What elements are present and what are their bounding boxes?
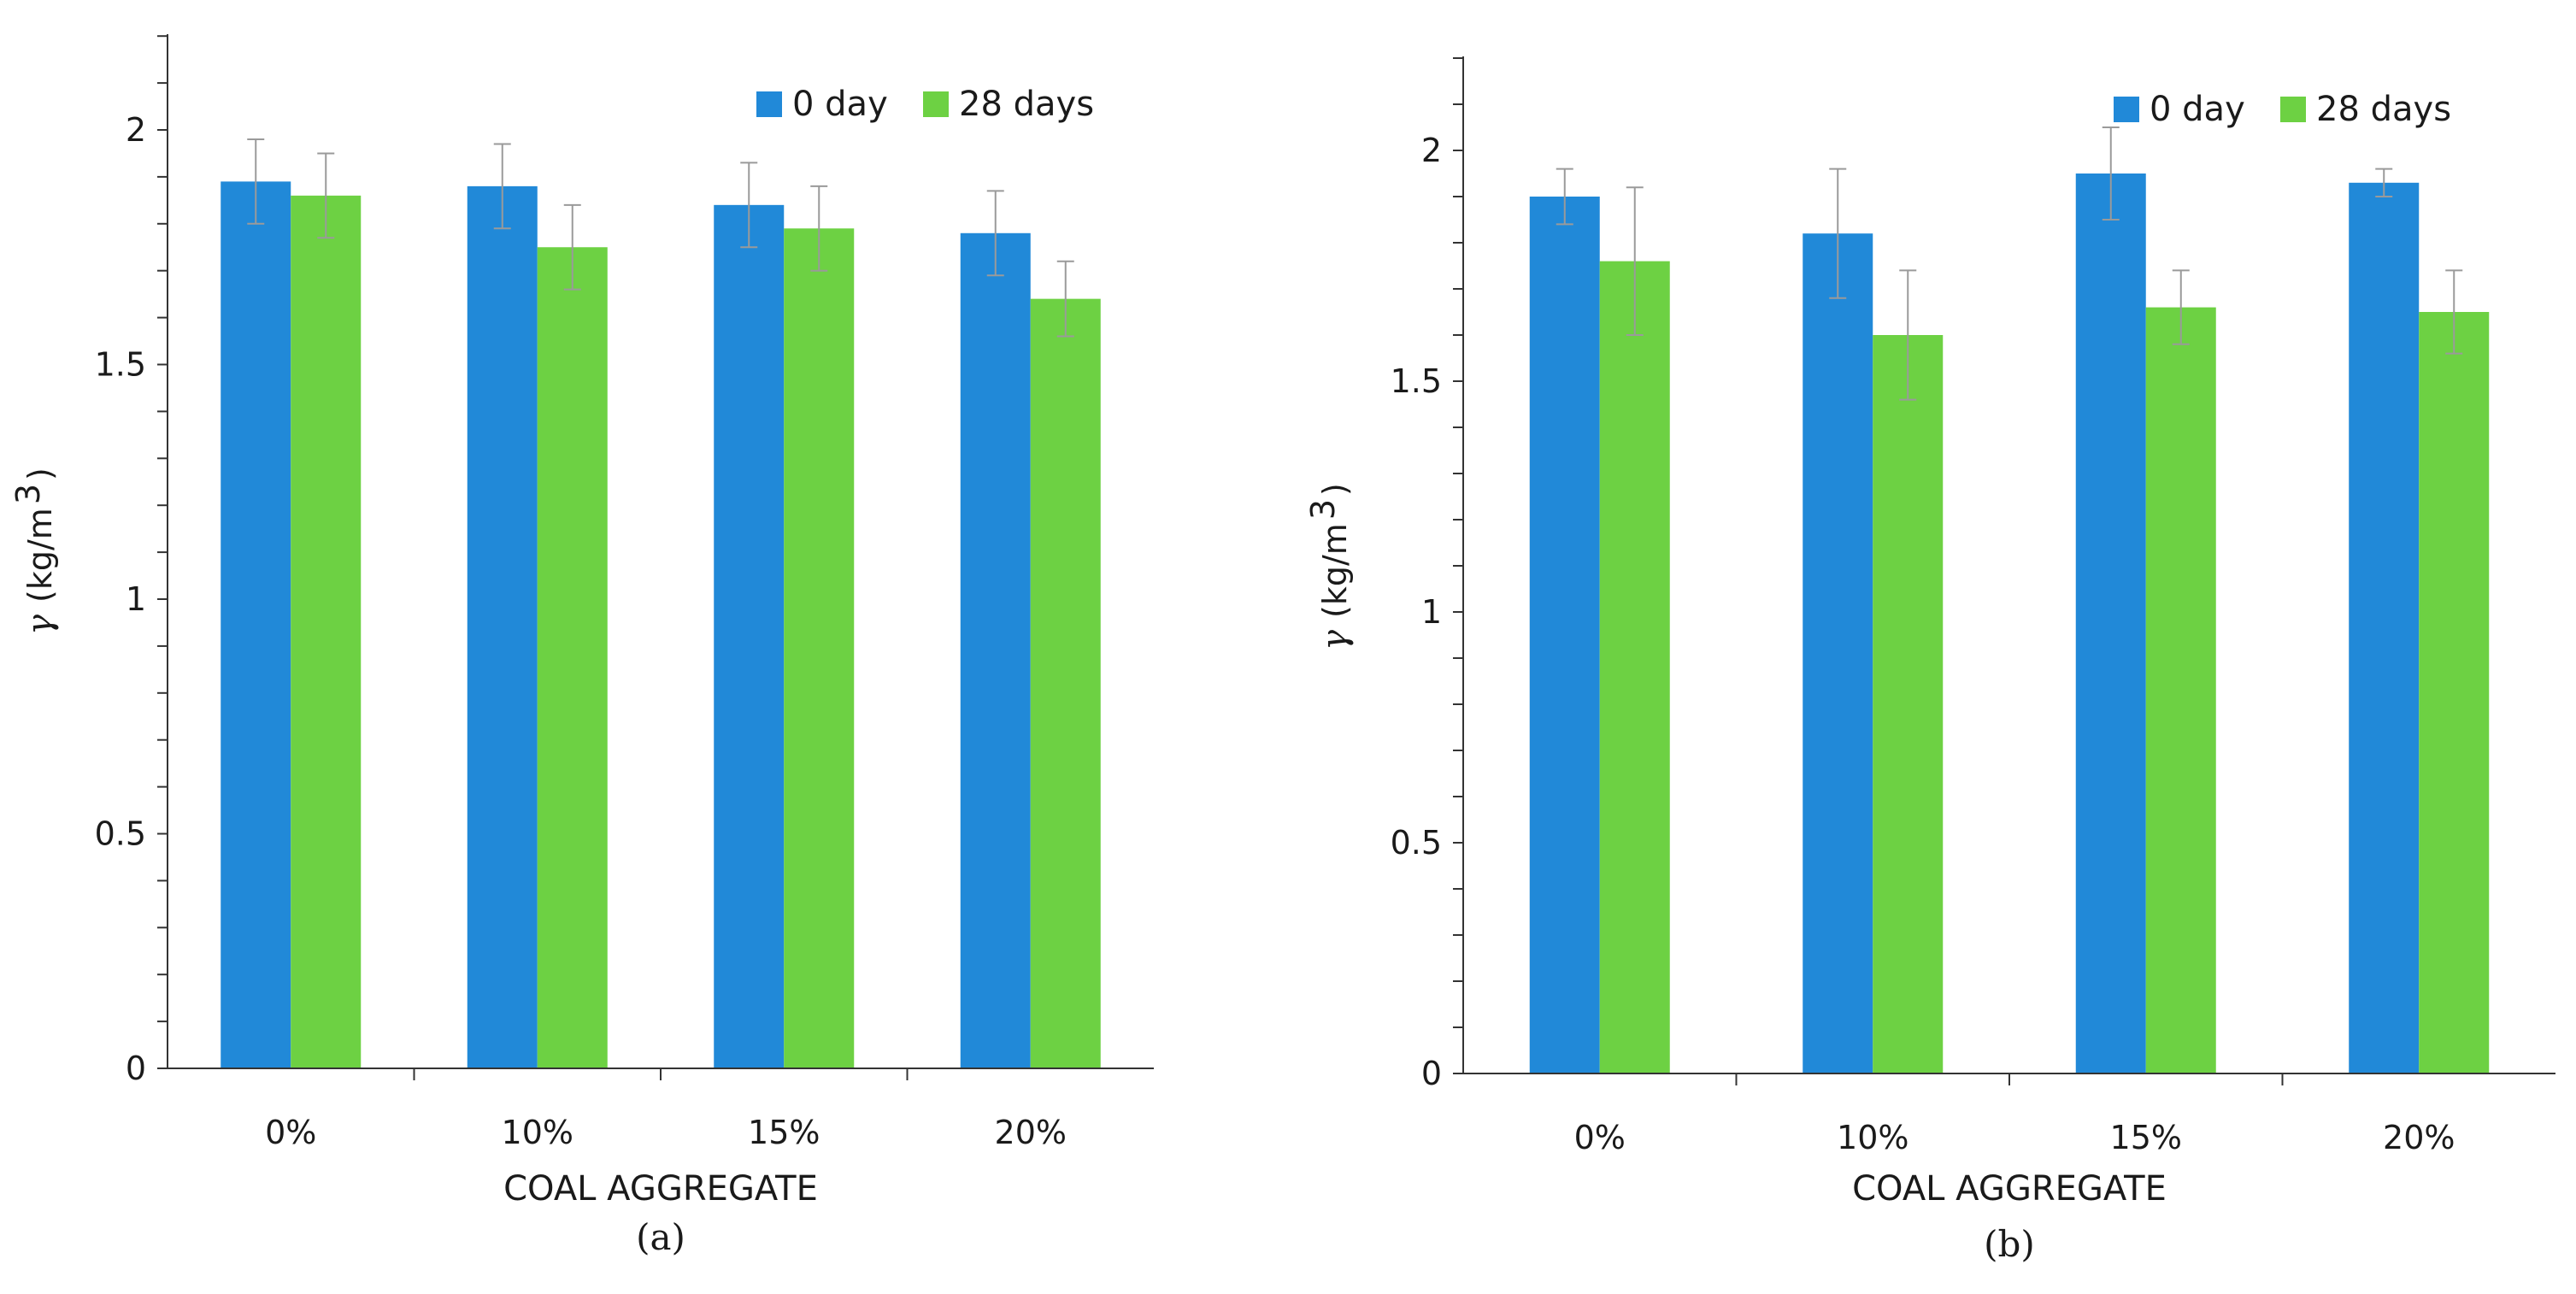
bar-0-day-20pct xyxy=(960,232,1031,1068)
bar-28-days-10pct xyxy=(537,247,608,1068)
y-tick-label: 0 xyxy=(126,1050,146,1087)
bar-28-days-15pct xyxy=(2145,307,2216,1074)
bar-0-day-15pct xyxy=(2075,174,2146,1073)
error-bar xyxy=(563,203,581,291)
bar-0-day-0pct xyxy=(1529,197,1600,1073)
bar-28-days-10pct xyxy=(1873,335,1944,1073)
legend-swatch-0-day xyxy=(756,91,782,117)
y-tick-label: 2 xyxy=(1421,132,1442,169)
y-axis-symbol: γ xyxy=(21,615,60,635)
legend-label-0-day: 0 day xyxy=(2150,90,2245,129)
bar-0-day-10pct xyxy=(467,185,538,1068)
bar-28-days-0pct xyxy=(1599,261,1670,1074)
y-tick-label: 2 xyxy=(126,111,146,149)
error-bar xyxy=(247,138,265,225)
legend-label-28-days: 28 days xyxy=(959,85,1094,124)
x-tick-label: 10% xyxy=(502,1114,573,1151)
error-bar xyxy=(2445,269,2463,355)
bar-28-days-20pct xyxy=(2419,312,2490,1073)
x-tick-label: 15% xyxy=(2110,1119,2182,1156)
legend-swatch-28-days xyxy=(923,91,949,117)
y-axis-title: γ (kg/m 3 ) xyxy=(1304,483,1355,650)
bar-0-day-0pct xyxy=(221,181,291,1068)
error-bars-group xyxy=(247,138,1074,338)
x-tick-label: 0% xyxy=(1574,1119,1626,1156)
error-bar xyxy=(1829,168,1847,299)
y-axis-symbol: γ xyxy=(1315,630,1355,650)
error-bar xyxy=(2172,269,2190,345)
y-axis-unit-close: ) xyxy=(1316,483,1354,496)
panel-label: (b) xyxy=(1984,1223,2035,1265)
chart-panel-a: 0 0.5 1 1.5 2 0% 10% 15% 20% 0 day 28 days COAL… xyxy=(9,34,1154,1258)
x-tick-label: 15% xyxy=(748,1114,820,1151)
legend-label-28-days: 28 days xyxy=(2316,90,2451,129)
y-axis-unit-superscript: 3 xyxy=(9,484,47,504)
y-axis-title: γ (kg/m 3 ) xyxy=(9,468,60,635)
error-bar xyxy=(1556,168,1573,226)
error-bar xyxy=(2102,126,2120,221)
legend-swatch-28-days xyxy=(2280,97,2306,122)
error-bar xyxy=(1899,269,1917,401)
y-tick-label: 0 xyxy=(1421,1055,1442,1092)
legend: 0 day 28 days xyxy=(756,85,1094,124)
x-tick-label: 0% xyxy=(265,1114,316,1151)
y-ticks-group: 0 0.5 1 1.5 2 xyxy=(95,35,168,1087)
error-bar xyxy=(1056,260,1074,338)
legend: 0 day 28 days xyxy=(2114,90,2451,129)
bars-group xyxy=(1529,174,2490,1074)
bar-28-days-15pct xyxy=(784,228,855,1068)
x-tick-label: 20% xyxy=(2383,1119,2455,1156)
bar-0-day-20pct xyxy=(2349,182,2420,1073)
x-tick-label: 10% xyxy=(1837,1119,1908,1156)
chart-panel-b: 0 0.5 1 1.5 2 0% 10% 15% 20% 0 day 28 days COAL… xyxy=(1304,56,2555,1265)
error-bars-group xyxy=(1556,126,2463,401)
error-bar xyxy=(2375,168,2393,197)
error-bar xyxy=(986,190,1004,277)
x-axis-title: COAL AGGREGATE xyxy=(1852,1169,2167,1209)
y-tick-label: 1 xyxy=(126,580,146,618)
y-tick-label: 1 xyxy=(1421,593,1442,631)
x-ticks-group: 0% 10% 15% 20% xyxy=(1574,1073,2455,1156)
y-tick-label: 0.5 xyxy=(95,815,146,853)
error-bar xyxy=(493,143,511,230)
bars-group xyxy=(221,181,1101,1069)
x-axis-title: COAL AGGREGATE xyxy=(503,1169,818,1209)
bar-28-days-20pct xyxy=(1030,298,1101,1068)
error-bar xyxy=(740,162,758,249)
bar-0-day-10pct xyxy=(1803,233,1873,1073)
y-axis-unit-close: ) xyxy=(21,468,59,480)
error-bar xyxy=(317,152,335,239)
y-tick-label: 0.5 xyxy=(1391,824,1442,862)
y-axis-unit: (kg/m xyxy=(1316,523,1354,618)
error-bar xyxy=(1626,186,1644,336)
y-ticks-group: 0 0.5 1 1.5 2 xyxy=(1391,57,1463,1092)
legend-label-0-day: 0 day xyxy=(792,85,888,124)
x-ticks-group: 0% 10% 15% 20% xyxy=(265,1068,1067,1151)
error-bar xyxy=(810,185,828,272)
bar-0-day-15pct xyxy=(714,204,785,1069)
bar-28-days-0pct xyxy=(291,195,362,1069)
y-axis-unit: (kg/m xyxy=(21,508,59,603)
panel-label: (a) xyxy=(636,1216,685,1258)
x-tick-label: 20% xyxy=(995,1114,1067,1151)
legend-swatch-0-day xyxy=(2114,97,2139,122)
y-axis-unit-superscript: 3 xyxy=(1304,499,1342,520)
y-tick-label: 1.5 xyxy=(95,346,146,384)
y-tick-label: 1.5 xyxy=(1391,362,1442,400)
